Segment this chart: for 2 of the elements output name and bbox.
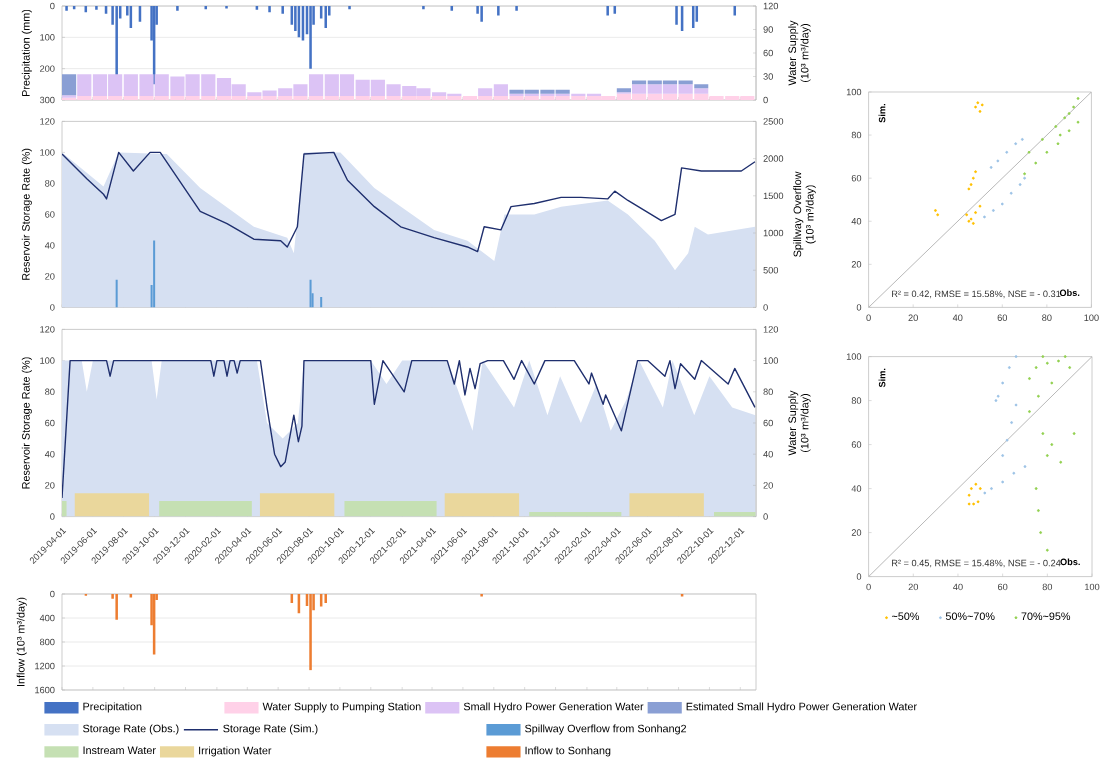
line-series <box>62 151 756 253</box>
bar <box>62 74 77 96</box>
